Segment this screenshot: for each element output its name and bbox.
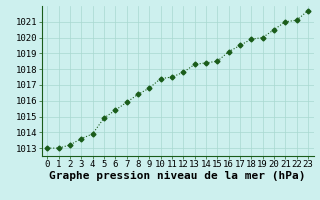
X-axis label: Graphe pression niveau de la mer (hPa): Graphe pression niveau de la mer (hPa)	[49, 171, 306, 181]
